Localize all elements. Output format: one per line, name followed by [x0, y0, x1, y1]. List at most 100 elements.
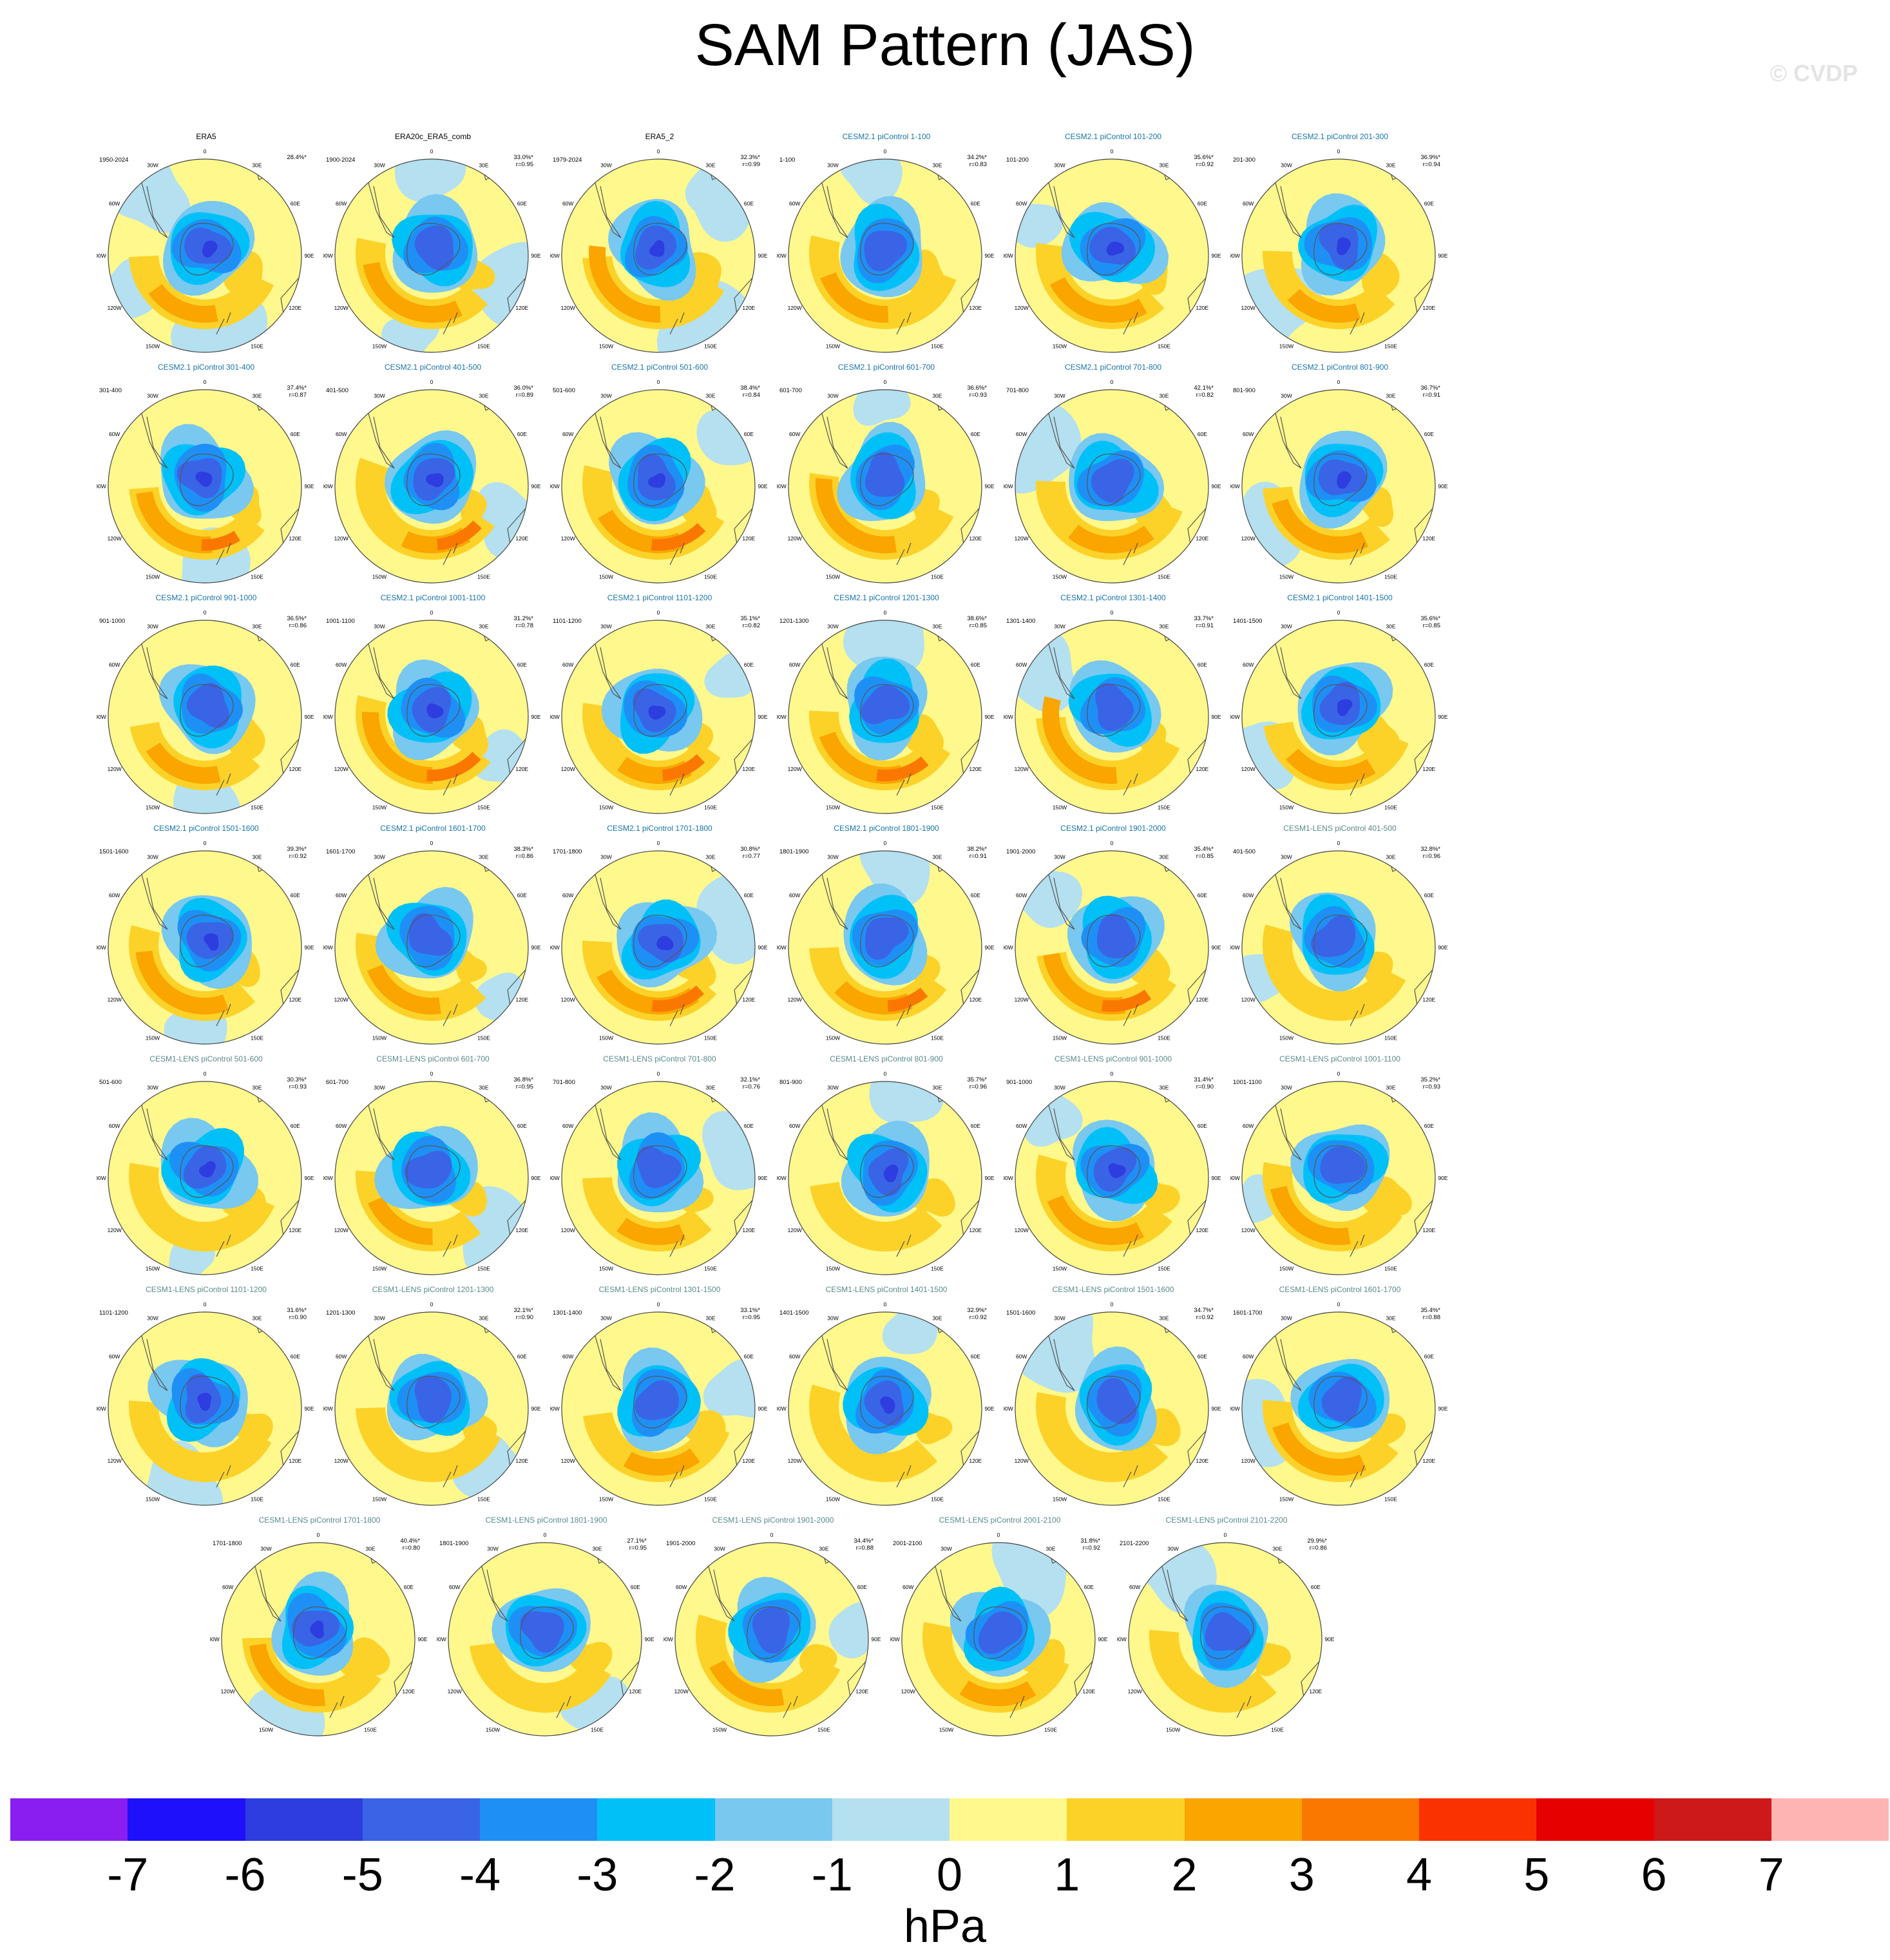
colorbar-box [597, 1798, 715, 1841]
contour-minus6-minus5 [648, 473, 666, 488]
panel-variance: 33.7%* [1194, 615, 1214, 622]
panel-variance: 35.4%* [1420, 1307, 1440, 1314]
contour-minus6-minus5 [649, 240, 665, 257]
longitude-label: 0 [657, 609, 660, 616]
panel-correlation: r=0.92 [969, 1314, 987, 1321]
panel-stats: 29.9%* r=0.86 [1307, 1537, 1327, 1552]
longitude-label: 120W [1241, 1227, 1255, 1233]
contour-2-3 [623, 1448, 700, 1476]
longitude-label: 60E [971, 1123, 980, 1129]
longitude-label: 120W [1241, 1458, 1255, 1464]
longitude-label: 150W [146, 1034, 160, 1041]
contour-3-4 [1101, 989, 1152, 1012]
longitude-label: 30E [932, 393, 942, 399]
longitude-label: 30W [374, 623, 385, 630]
polar-map: 030E60E90E120E150E180150W120W90W60W30W [777, 1301, 995, 1510]
map-panel: CESM2.1 piControl 1101-1200 1101-1200 35.1… [550, 593, 769, 819]
contour-2-3 [249, 1643, 326, 1706]
longitude-label: 30W [1281, 162, 1292, 169]
longitude-label: 180 [314, 1740, 323, 1741]
coastline-new-zealand [896, 542, 912, 566]
longitude-label: 180 [1334, 587, 1343, 588]
longitude-label: 30E [705, 1085, 715, 1091]
longitude-label: 30W [600, 1315, 611, 1322]
coastline-south-america [1047, 639, 1075, 699]
coastline-new-zealand [329, 1695, 345, 1718]
longitude-label: 120E [1422, 305, 1435, 311]
longitude-label: 90W [1230, 944, 1240, 951]
contour-1-2 [1263, 251, 1395, 329]
coastline-antarctica [860, 1376, 914, 1429]
map-boundary [561, 158, 756, 353]
contour-2-3 [1043, 953, 1126, 1014]
contour-2-3 [367, 964, 441, 1014]
longitude-label: 120W [108, 996, 122, 1003]
coastline-antarctica [860, 223, 914, 276]
longitude-label: 120E [1196, 1458, 1208, 1464]
longitude-label: 60E [291, 661, 300, 668]
longitude-label: 30W [827, 162, 838, 169]
contour-minus6-minus5 [1106, 242, 1125, 256]
panel-title: CESM2.1 piControl 1801-1900 [834, 824, 939, 833]
contour-1-2 [582, 256, 725, 330]
longitude-label: 90W [550, 1405, 560, 1412]
map-boundary [1128, 1542, 1322, 1736]
map-boundary [1241, 1081, 1436, 1275]
page-title: SAM Pattern (JAS) [694, 12, 1196, 78]
panel-variance: 31.4%* [1194, 1076, 1214, 1083]
panel-period: 301-400 [99, 387, 122, 394]
longitude-label: 60E [404, 1584, 414, 1590]
polar-map: 030E60E90E120E150E180150W120W90W60W30W [323, 379, 541, 588]
longitude-label: 30E [1159, 623, 1169, 630]
longitude-label: 150W [146, 1265, 160, 1271]
colorbar-box [1067, 1798, 1185, 1841]
coastline-new-zealand [896, 312, 912, 335]
panel-title: CESM1-LENS piControl 2001-2100 [939, 1516, 1061, 1525]
map-panel: CESM2.1 piControl 1301-1400 1301-1400 33.7… [1004, 593, 1223, 819]
coastline-south-america [1160, 1561, 1188, 1622]
colorbar-box [832, 1798, 950, 1841]
contour-minus1-0 [869, 1081, 944, 1123]
contour-3-4 [426, 752, 481, 781]
contour-field [448, 1543, 642, 1736]
longitude-label: 30E [705, 1315, 715, 1322]
longitude-label: 150E [1384, 573, 1397, 580]
longitude-label: 0 [204, 1070, 207, 1077]
panel-title: CESM2.1 piControl 1501-1600 [153, 824, 259, 833]
longitude-label: 30E [819, 1546, 828, 1552]
panel-correlation: r=0.83 [969, 161, 987, 168]
longitude-label: 60W [1016, 1123, 1027, 1129]
map-boundary [334, 389, 529, 584]
longitude-label: 120W [221, 1688, 235, 1695]
coastline-antarctica [1200, 1606, 1254, 1659]
panel-period: 701-800 [553, 1079, 575, 1086]
longitude-label: 90E [1211, 483, 1221, 490]
panel-stats: 35.6%* r=0.92 [1194, 154, 1214, 168]
longitude-label: 180 [1221, 1740, 1230, 1741]
longitude-label: 150W [146, 573, 160, 580]
longitude-label: 30W [1281, 1085, 1292, 1091]
longitude-label: 150E [1384, 1265, 1397, 1271]
longitude-label: 120E [515, 535, 528, 542]
longitude-label: 90E [1438, 944, 1447, 951]
panel-period: 1401-1500 [779, 1309, 809, 1317]
contour-2-3 [1270, 1186, 1351, 1245]
contour-field [108, 851, 301, 1044]
panel-period: 1501-1600 [99, 848, 129, 855]
longitude-label: 120E [515, 1458, 528, 1464]
coastline-south-america [367, 408, 395, 469]
longitude-label: 180 [1107, 1279, 1116, 1280]
longitude-label: 150E [251, 343, 263, 349]
longitude-label: 60W [109, 200, 120, 207]
longitude-label: 90W [550, 944, 560, 951]
coastline-south-america [820, 408, 848, 469]
longitude-label: 150W [372, 804, 387, 810]
longitude-label: 90W [1004, 944, 1013, 951]
longitude-label: 0 [1337, 840, 1341, 846]
longitude-label: 30W [1281, 393, 1292, 399]
colorbar-tick-label: -2 [694, 1849, 736, 1901]
coastline-antarctica [1313, 684, 1368, 737]
contour-minus5-minus4 [1095, 683, 1134, 731]
longitude-label: 60W [562, 1353, 573, 1360]
coastline-south-america [707, 1561, 735, 1622]
